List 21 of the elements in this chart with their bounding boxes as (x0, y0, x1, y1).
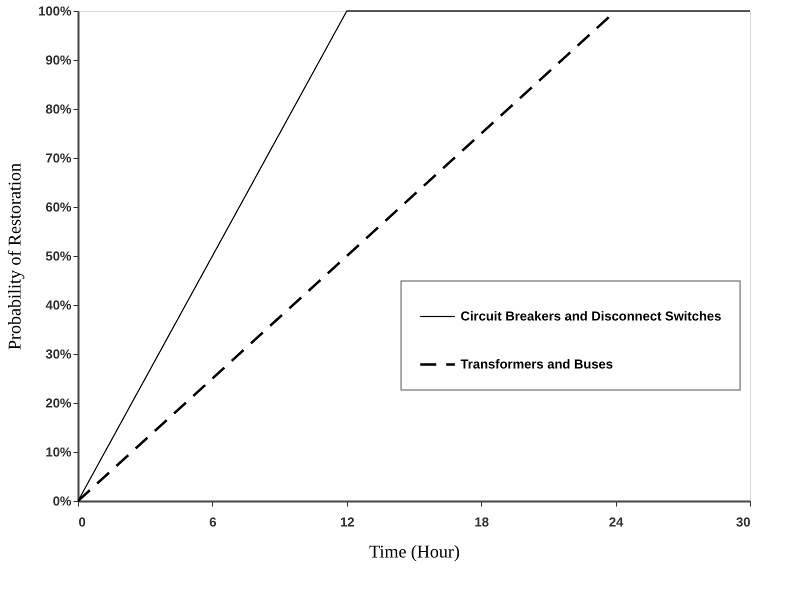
y-tick-label: 90% (45, 52, 72, 68)
y-tick-label: 100% (38, 4, 72, 18)
x-tick-label: 12 (340, 514, 355, 530)
y-tick-label: 30% (45, 346, 72, 362)
y-tick-label: 80% (45, 102, 72, 116)
legend-label: Circuit Breakers and Disconnect Switches (460, 308, 722, 324)
y-tick-label: 60% (45, 200, 72, 214)
y-axis-title: Probability of Restoration (4, 163, 24, 350)
y-tick-label: 20% (45, 396, 72, 410)
x-tick-label: 6 (209, 514, 217, 530)
y-tick-label: 10% (45, 444, 72, 460)
y-tick-label: 50% (45, 248, 72, 264)
x-tick-label: 18 (474, 514, 489, 530)
x-tick-label: 24 (608, 514, 624, 530)
x-tick-label: 30 (736, 514, 750, 530)
x-axis-title: Time (Hour) (369, 542, 460, 562)
legend-label: Transformers and Buses (460, 356, 614, 372)
y-tick-label: 0% (52, 494, 72, 508)
y-tick-label: 40% (45, 298, 72, 312)
y-tick-label: 70% (45, 150, 72, 166)
x-tick-label: 0 (78, 514, 86, 530)
